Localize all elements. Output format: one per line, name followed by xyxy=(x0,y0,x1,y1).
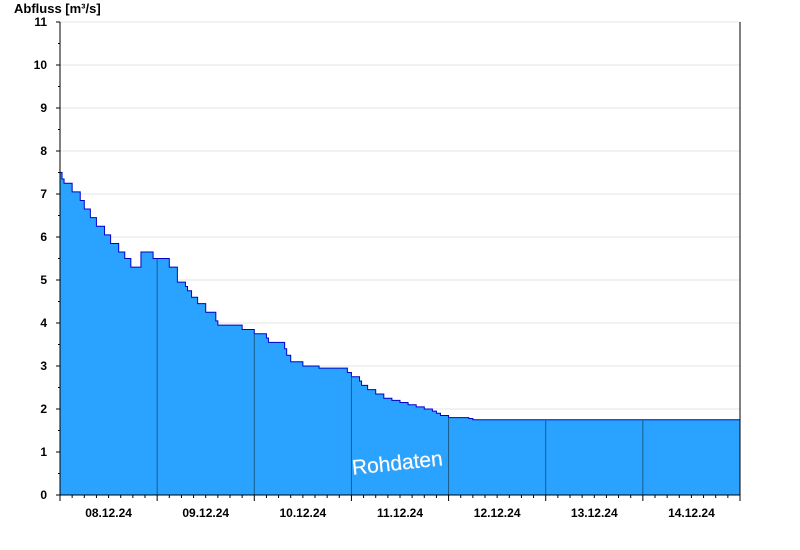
day-boundary-lines xyxy=(156,258,644,495)
x-tick-label: 10.12.24 xyxy=(279,506,326,520)
y-ticks: 0 1 2 3 4 5 6 7 8 9 10 11 xyxy=(34,15,60,502)
y-tick-label: 0 xyxy=(40,488,47,502)
y-axis-label: Abfluss [m³/s] xyxy=(14,1,101,16)
y-tick-label: 7 xyxy=(40,187,47,201)
y-tick-label: 6 xyxy=(40,230,47,244)
series-fill xyxy=(60,172,740,495)
series-area xyxy=(60,172,740,495)
y-tick-label: 4 xyxy=(40,316,47,330)
x-tick-label: 11.12.24 xyxy=(377,506,423,520)
y-tick-label: 3 xyxy=(40,359,47,373)
y-tick-label: 10 xyxy=(34,58,48,72)
y-tick-label: 5 xyxy=(40,273,47,287)
x-ticks: 08.12.24 09.12.24 10.12.24 11.12.24 12.12.24… xyxy=(59,495,741,520)
y-tick-label: 9 xyxy=(40,101,47,115)
y-tick-label: 8 xyxy=(40,144,47,158)
x-tick-label: 12.12.24 xyxy=(474,506,521,520)
y-tick-label: 1 xyxy=(40,445,47,459)
series-line xyxy=(60,172,740,421)
y-tick-label: 11 xyxy=(34,15,47,29)
x-tick-label: 08.12.24 xyxy=(85,506,132,520)
x-tick-label: 09.12.24 xyxy=(182,506,229,520)
x-tick-label: 14.12.24 xyxy=(668,506,715,520)
x-tick-label: 13.12.24 xyxy=(571,506,618,520)
y-tick-label: 2 xyxy=(40,402,47,416)
